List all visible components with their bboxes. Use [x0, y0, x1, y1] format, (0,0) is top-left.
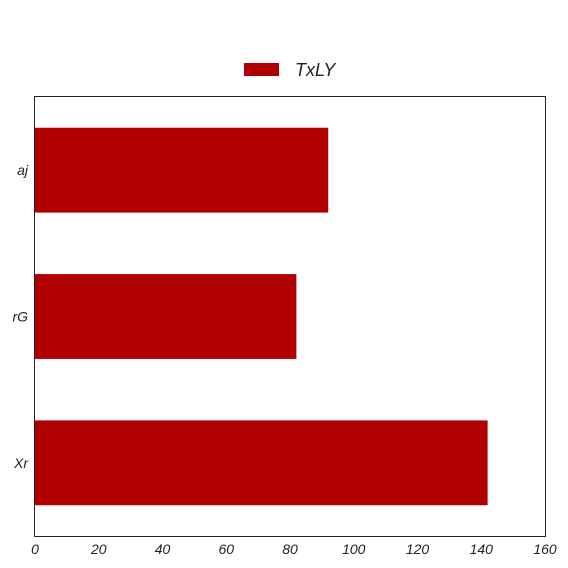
x-tick-label: 0	[31, 541, 39, 557]
x-tick-label: 120	[406, 541, 430, 557]
x-tick-label: 140	[470, 541, 494, 557]
x-tick-label: 40	[155, 541, 171, 557]
bar-Xr	[35, 420, 488, 506]
bar-rG	[35, 274, 297, 359]
x-tick-label: 160	[533, 541, 557, 557]
y-tick-label: rG	[12, 309, 28, 325]
plot-frame	[34, 96, 546, 537]
legend: TxLY	[244, 60, 337, 80]
x-tick-label: 60	[218, 541, 234, 557]
legend-label: TxLY	[295, 60, 337, 80]
x-axis-ticks: 0 20 40 60 80 100 120 140 160	[31, 541, 557, 557]
y-tick-label: Xr	[13, 455, 29, 471]
bar-aj	[35, 127, 329, 213]
legend-swatch	[244, 63, 279, 76]
y-axis-labels: aj rG Xr	[12, 162, 29, 471]
x-tick-label: 80	[282, 541, 298, 557]
y-tick-label: aj	[17, 162, 29, 178]
x-tick-label: 100	[342, 541, 366, 557]
bars-group	[35, 127, 488, 506]
x-tick-label: 20	[90, 541, 107, 557]
